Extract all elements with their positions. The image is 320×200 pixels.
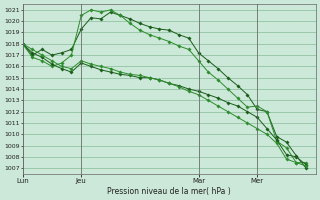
X-axis label: Pression niveau de la mer( hPa ): Pression niveau de la mer( hPa ) (107, 187, 231, 196)
